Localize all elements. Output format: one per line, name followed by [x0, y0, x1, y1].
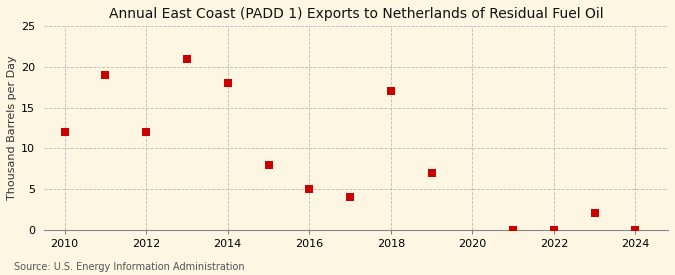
Title: Annual East Coast (PADD 1) Exports to Netherlands of Residual Fuel Oil: Annual East Coast (PADD 1) Exports to Ne… — [109, 7, 603, 21]
Point — [549, 228, 560, 232]
Point — [304, 187, 315, 191]
Point — [345, 195, 356, 199]
Point — [100, 73, 111, 77]
Point — [59, 130, 70, 134]
Text: Source: U.S. Energy Information Administration: Source: U.S. Energy Information Administ… — [14, 262, 244, 272]
Y-axis label: Thousand Barrels per Day: Thousand Barrels per Day — [7, 56, 17, 200]
Point — [630, 228, 641, 232]
Point — [589, 211, 600, 216]
Point — [141, 130, 152, 134]
Point — [385, 89, 396, 94]
Point — [263, 163, 274, 167]
Point — [426, 170, 437, 175]
Point — [508, 228, 518, 232]
Point — [222, 81, 233, 86]
Point — [182, 57, 192, 61]
